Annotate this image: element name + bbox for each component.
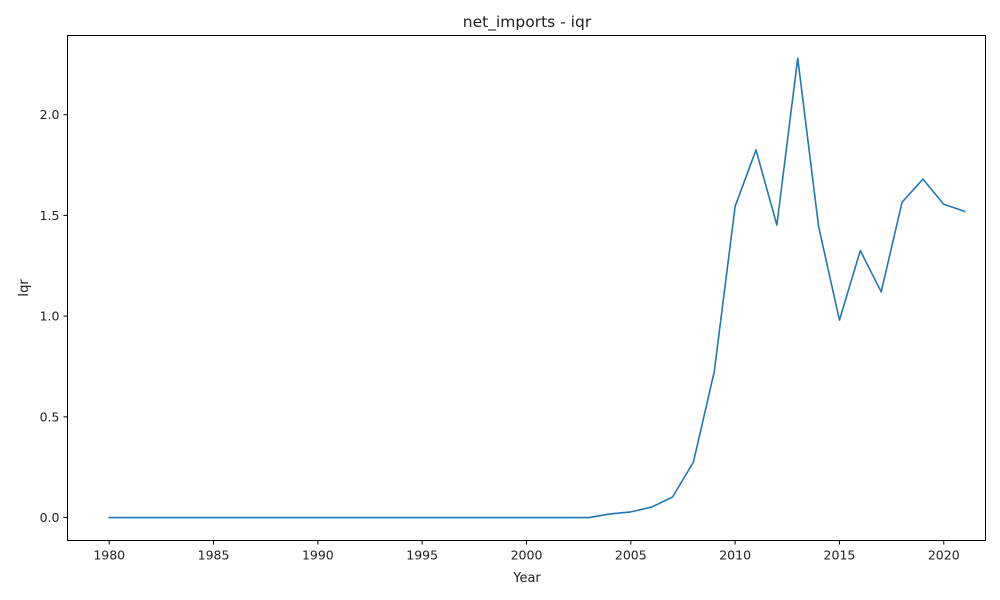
x-tick-label: 2015 [824, 548, 856, 563]
y-tick-label: 2.0 [40, 107, 60, 122]
x-tick-label: 1995 [406, 548, 438, 563]
plot-area [108, 57, 966, 519]
y-tick-label: 1.5 [40, 208, 60, 223]
y-axis-label: Iqr [17, 279, 32, 297]
x-tick-label: 1985 [198, 548, 230, 563]
y-tick-label: 0.0 [40, 510, 60, 525]
x-tick-label: 1990 [302, 548, 334, 563]
x-tick-label: 2000 [511, 548, 543, 563]
series-line [108, 57, 966, 519]
x-tick-label: 2005 [615, 548, 647, 563]
chart-title: net_imports - iqr [463, 13, 592, 32]
x-tick-label: 2020 [928, 548, 960, 563]
x-tick-label: 2010 [719, 548, 751, 563]
y-tick-label: 0.5 [40, 409, 60, 424]
x-axis-label: Year [512, 571, 541, 586]
x-axis: 1980 1985 1990 1995 2000 2005 2010 2015 2020 [93, 540, 960, 563]
y-tick-label: 1.0 [40, 309, 60, 324]
y-axis: 0.0 0.5 1.0 1.5 2.0 [40, 107, 68, 525]
x-tick-label: 1980 [93, 548, 125, 563]
